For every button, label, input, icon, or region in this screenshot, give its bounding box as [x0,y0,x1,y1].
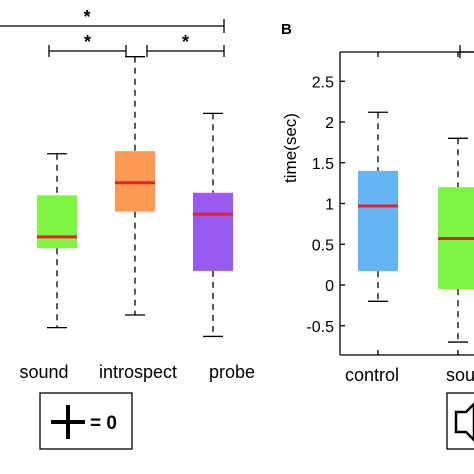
panel-a-key: = 0 [39,392,133,450]
y-tick-label-2: 0.5 [312,237,334,254]
significance-star-2: * [182,32,189,52]
panel-b-boxes [358,111,474,343]
panel-b: B time(sec) -0.5 0 0.5 1 1.5 2 2.5 control soun… [281,21,474,450]
panel-a-boxes [37,56,233,338]
y-tick-label-0: -0.5 [306,319,334,336]
panel-a: * * * sound introspect probe = 0 [0,7,255,450]
y-tick-label-4: 1.5 [312,156,334,173]
significance-brackets: * * * [0,7,225,57]
panel-b-axes: -0.5 0 0.5 1 1.5 2 2.5 [306,45,474,356]
key-box-b [446,392,474,450]
panel-label-b: B [281,21,292,38]
box-control [358,170,398,272]
significance-star-1: * [84,32,91,52]
y-tick-label-6: 2.5 [312,74,334,91]
significance-star-0: * [83,7,90,27]
panel-b-category-labels: control sounc [345,365,474,385]
key-label: = 0 [90,413,117,434]
speaker-icon [454,402,474,442]
category-label-b-1: sounc [446,365,474,385]
y-tick-label-1: 0 [325,278,334,295]
category-label-sound: sound [19,362,68,382]
box-probe [193,192,233,271]
category-label-introspect: introspect [99,362,177,382]
box-sound [37,195,77,249]
category-label-b-0: control [345,365,399,385]
y-tick-label-5: 2 [325,115,334,132]
y-axis-label: time(sec) [281,113,300,183]
y-tick-label-3: 1 [325,197,334,214]
category-label-probe: probe [209,362,255,382]
panel-b-key [446,392,474,450]
panel-a-category-labels: sound introspect probe [19,362,255,382]
